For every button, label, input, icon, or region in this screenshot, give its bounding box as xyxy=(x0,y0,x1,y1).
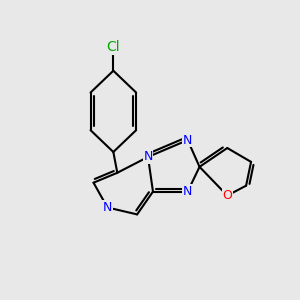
Text: N: N xyxy=(103,201,112,214)
Text: N: N xyxy=(143,150,153,164)
Text: Cl: Cl xyxy=(106,40,120,54)
Text: N: N xyxy=(183,185,192,198)
Text: O: O xyxy=(222,189,232,202)
Text: N: N xyxy=(183,134,192,147)
